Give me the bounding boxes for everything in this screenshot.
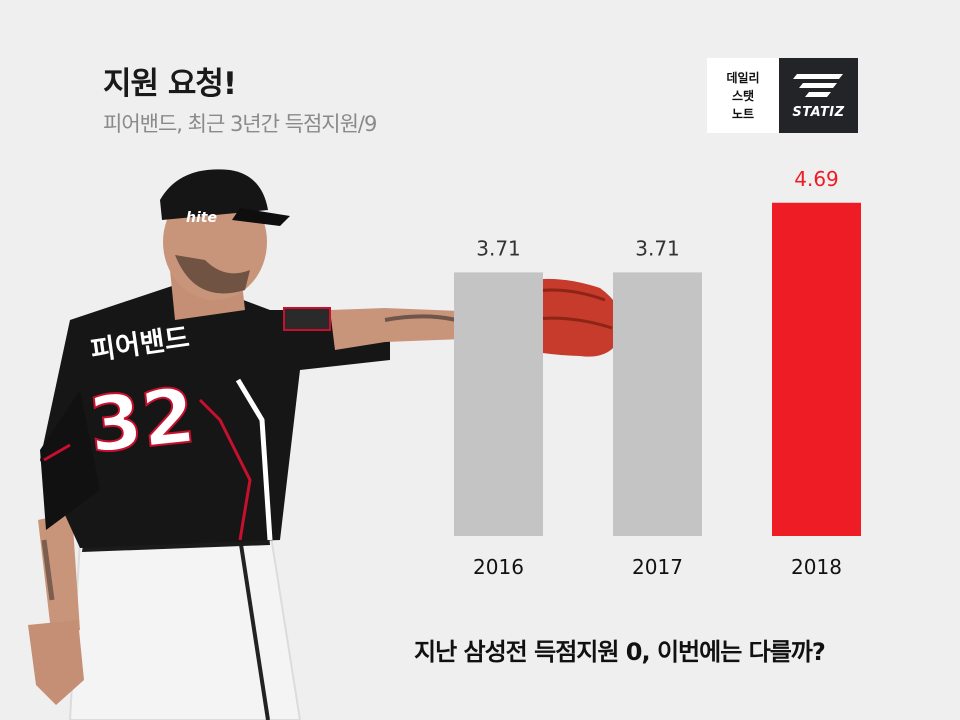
page-subtitle: 피어밴드, 최근 3년간 득점지원/9 <box>103 112 377 136</box>
logo-line-2: 스탯 <box>731 88 755 103</box>
statiz-stripes-icon <box>793 74 843 97</box>
logo-line-3: 노트 <box>731 106 755 121</box>
statiz-brand-block: STATIZ <box>779 58 858 133</box>
value-label-2016: 3.71 <box>476 236 521 260</box>
statiz-brand-text: STATIZ <box>792 105 845 120</box>
daily-stat-note-badge: 데일리 스탯 노트 <box>707 58 779 133</box>
bar-2016 <box>454 272 543 536</box>
cap-logo-text: hite <box>186 210 217 226</box>
bar-2017 <box>613 272 702 536</box>
logo-line-1: 데일리 <box>726 70 760 85</box>
jersey-number-text: 32 <box>85 370 199 470</box>
statiz-logo: 데일리 스탯 노트 STATIZ <box>707 58 858 133</box>
bar-2018 <box>772 202 861 536</box>
player-pitcher-figure: hite 피어밴드 32 <box>28 169 623 720</box>
category-label-2017: 2017 <box>632 555 683 579</box>
value-label-2018: 4.69 <box>794 167 839 191</box>
chart-caption: 지난 삼성전 득점지원 0, 이번에는 다를까? <box>414 638 826 666</box>
category-label-2018: 2018 <box>791 555 842 579</box>
category-label-2016: 2016 <box>473 555 524 579</box>
value-label-2017: 3.71 <box>635 236 680 260</box>
page-title: 지원 요청! <box>103 66 237 102</box>
